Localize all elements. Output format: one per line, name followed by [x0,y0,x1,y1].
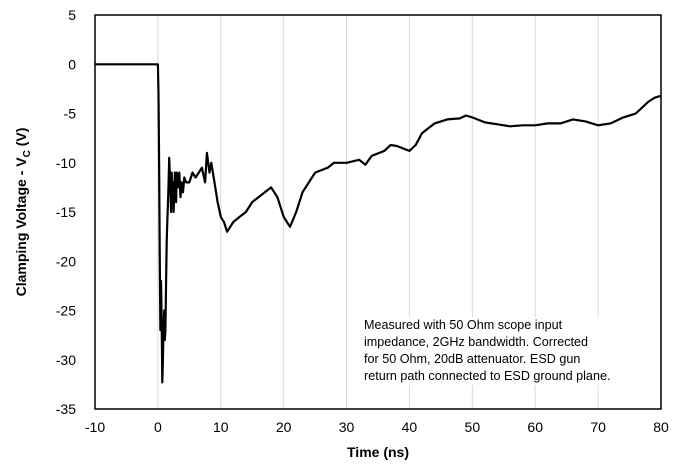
measurement-note: Measured with 50 Ohm scope input impedan… [364,317,656,385]
x-tick-label: 70 [590,419,606,435]
x-tick-label: 0 [154,419,162,435]
note-line: return path connected to ESD ground plan… [364,369,611,383]
note-line: for 50 Ohm, 20dB attenuator. ESD gun [364,352,581,366]
x-tick-label: -10 [85,419,105,435]
x-axis-title: Time (ns) [347,444,409,460]
x-tick-label: 60 [527,419,543,435]
y-tick-label: -10 [56,155,76,171]
x-tick-labels: -10 0 10 20 30 40 50 60 70 80 [85,419,669,435]
y-tick-label: -15 [56,204,76,220]
x-tick-label: 20 [276,419,292,435]
x-tick-label: 80 [653,419,669,435]
note-line: impedance, 2GHz bandwidth. Corrected [364,335,589,349]
y-axis-title: Clamping Voltage - VC (V) [13,128,33,297]
x-tick-label: 40 [402,419,418,435]
y-tick-labels: 5 0 -5 -10 -15 -20 -25 -30 -35 [56,7,76,417]
y-tick-label: -5 [64,106,77,122]
y-tick-label: -35 [56,401,76,417]
note-line: Measured with 50 Ohm scope input [364,318,563,332]
series-line [95,63,662,384]
plot-area-frame [94,14,662,410]
x-tick-label: 10 [213,419,229,435]
y-tick-label: -20 [56,253,76,269]
vertical-gridlines [157,15,599,409]
y-tick-label: -25 [56,303,76,319]
x-tick-label: 50 [465,419,481,435]
y-tick-label: -30 [56,352,76,368]
x-tick-label: 30 [339,419,355,435]
y-tick-label: 0 [68,56,76,72]
y-tick-label: 5 [68,7,76,23]
